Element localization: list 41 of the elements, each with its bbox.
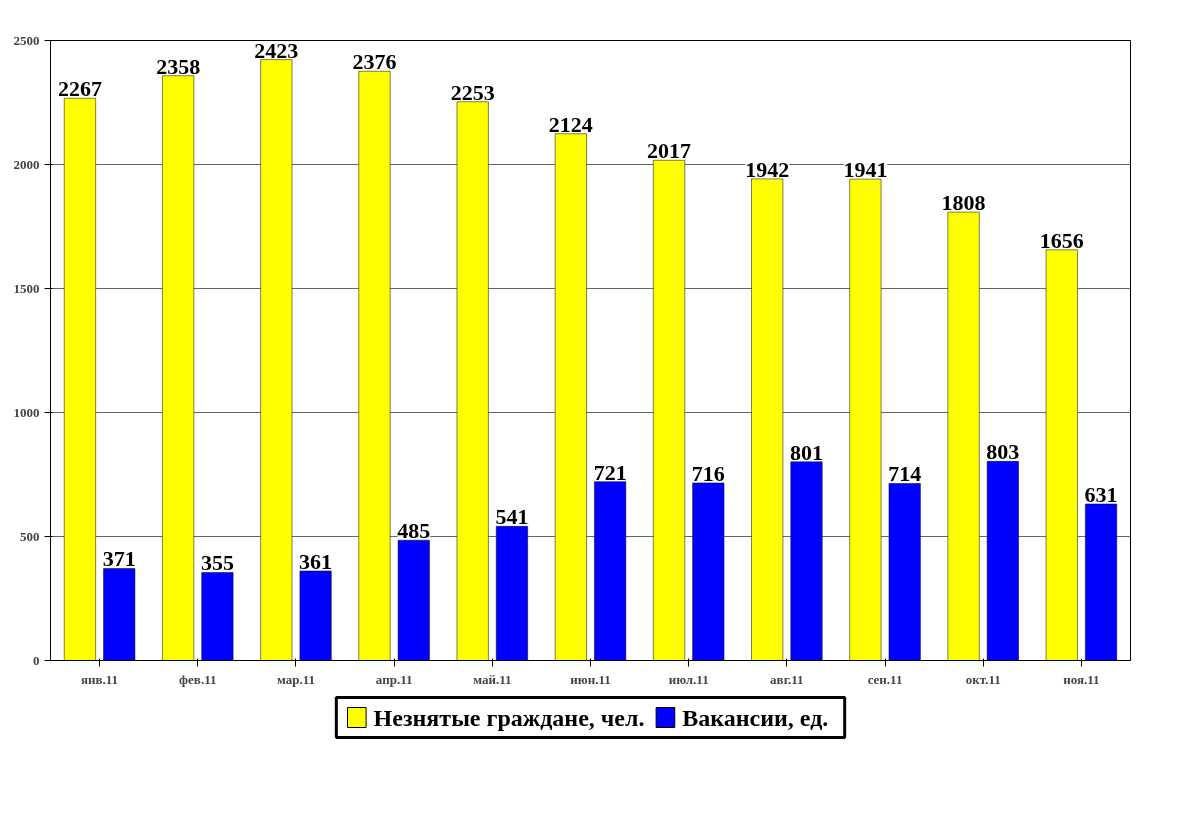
data-label: 801 — [790, 439, 823, 465]
data-label: 485 — [397, 518, 431, 544]
y-tick-label: 0 — [33, 652, 40, 668]
legend-label: Незнятые граждане, чел. — [373, 704, 645, 731]
data-label: 714 — [888, 461, 922, 487]
data-label: 2423 — [254, 37, 299, 63]
x-tick-label: окт.11 — [965, 671, 1001, 687]
x-tick-label: авг.11 — [770, 671, 804, 687]
x-tick-label: июл.11 — [668, 671, 709, 687]
data-label: 1942 — [745, 156, 790, 182]
x-tick-label: фев.11 — [179, 671, 217, 687]
data-label: 1656 — [1039, 227, 1084, 253]
y-tick-label: 1000 — [13, 404, 40, 420]
y-tick-label: 2000 — [13, 156, 40, 172]
y-tick-label: 2500 — [13, 32, 40, 48]
x-tick-label: мар.11 — [276, 671, 315, 687]
data-label: 2253 — [450, 79, 495, 105]
x-tick-label: июн.11 — [570, 671, 611, 687]
data-label: 716 — [691, 460, 725, 486]
x-tick-label: янв.11 — [81, 671, 119, 687]
data-label: 2376 — [352, 49, 397, 75]
data-label: 1808 — [941, 190, 986, 216]
data-label: 803 — [986, 439, 1020, 465]
x-tick-label: май.11 — [473, 671, 512, 687]
data-label: 371 — [102, 546, 136, 572]
data-label: 1941 — [843, 157, 888, 183]
data-label: 361 — [299, 548, 333, 574]
data-label: 721 — [593, 459, 627, 485]
y-tick-label: 500 — [20, 528, 40, 544]
y-tick-label: 1500 — [13, 280, 40, 296]
data-label: 2267 — [57, 76, 102, 102]
data-label: 355 — [200, 550, 234, 576]
data-label: 2017 — [647, 138, 692, 164]
x-tick-label: сен.11 — [867, 671, 903, 687]
x-tick-label: ноя.11 — [1063, 671, 1100, 687]
legend-label: Вакансии, ед. — [682, 704, 829, 731]
data-label: 2124 — [548, 111, 593, 137]
x-tick-label: апр.11 — [375, 671, 413, 687]
data-label: 631 — [1084, 482, 1118, 508]
data-label: 541 — [495, 504, 529, 530]
data-label: 2358 — [156, 53, 201, 79]
